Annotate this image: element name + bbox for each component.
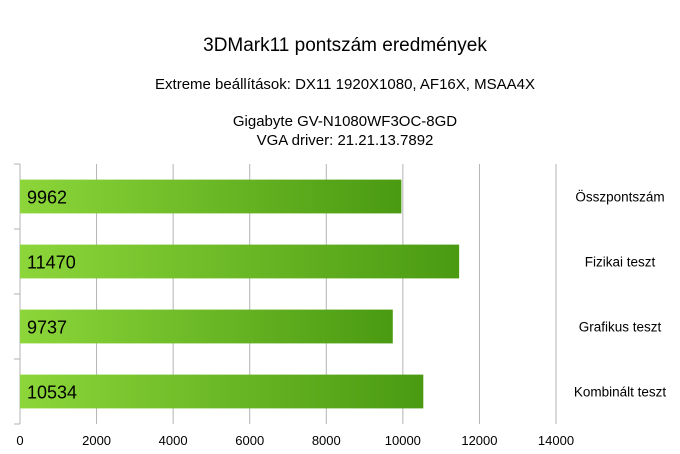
x-tick-label: 2000	[82, 433, 111, 448]
bar	[20, 179, 402, 214]
chart-subtitle-line-4: VGA driver: 21.21.13.7892	[257, 132, 434, 149]
category-label: Fizikai teszt	[585, 255, 656, 270]
bar-value-label: 11470	[27, 253, 76, 273]
x-tick-label: 12000	[461, 433, 497, 448]
bar	[20, 309, 393, 344]
chart-title: 3DMark11 pontszám eredmények	[203, 35, 487, 56]
bar-value-label: 10534	[27, 383, 77, 403]
chart-subtitle-line-1: Extreme beállítások: DX11 1920X1080, AF1…	[155, 76, 535, 93]
chart-subtitle-line-3: Gigabyte GV-N1080WF3OC-8GD	[233, 113, 457, 130]
category-label: Grafikus teszt	[579, 320, 662, 335]
category-label: Kombinált teszt	[574, 385, 667, 400]
x-tick-label: 14000	[538, 433, 574, 448]
bar-value-label: 9737	[27, 318, 67, 338]
x-tick-label: 8000	[312, 433, 341, 448]
x-tick-label: 0	[16, 433, 23, 448]
bar	[20, 374, 424, 409]
x-tick-label: 10000	[385, 433, 421, 448]
x-tick-label: 6000	[235, 433, 264, 448]
category-label: Összpontszám	[575, 190, 664, 205]
bar-value-label: 9962	[27, 188, 67, 208]
x-tick-label: 4000	[159, 433, 188, 448]
bar	[20, 244, 460, 279]
plot-area: 0 2000 4000 6000 8000 10000 12000 14000 9962 Össz…	[14, 163, 667, 448]
